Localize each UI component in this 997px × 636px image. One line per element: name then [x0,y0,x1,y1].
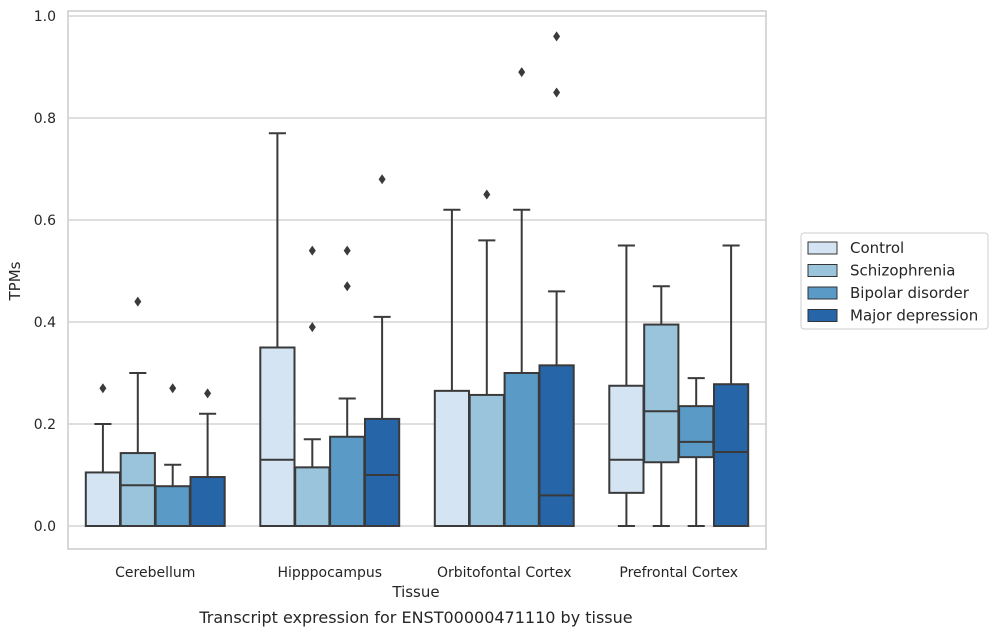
legend-label: Major depression [850,307,978,325]
legend-swatch [807,286,838,300]
box-schizophrenia [468,189,505,527]
box-body [329,435,366,527]
grid-lines [68,15,766,527]
outlier-point [343,245,351,256]
box-bipolar-disorder [329,245,366,527]
box-body [538,364,575,527]
y-tick-label: 0.6 [34,213,56,229]
outlier-point [99,383,107,394]
y-axis-label: TPMs [6,261,24,301]
box-major-depression [712,244,750,527]
y-tick-label: 0.0 [34,519,56,535]
box-body [259,346,296,527]
box-body [503,372,540,527]
y-tick-label: 0.4 [34,315,56,331]
box-body [643,323,680,464]
outlier-point [308,245,316,256]
outlier-point [483,189,491,200]
outlier-point [308,322,316,333]
box-control [259,132,296,527]
outlier-point [169,383,177,394]
x-tick-label: Hipppocampus [277,565,382,581]
box-schizophrenia [643,285,680,527]
box-groups [84,31,750,528]
x-tick-label: Cerebellum [115,565,195,581]
outlier-point [343,281,351,292]
box-body [119,452,156,528]
x-axis-label: Tissue [391,583,439,601]
box-bipolar-disorder [154,383,191,527]
box-schizophrenia [294,245,331,528]
box-body [189,476,226,528]
box-body [433,389,471,527]
y-tick-label: 1.0 [34,9,56,25]
box-body [468,393,505,527]
legend-label: Schizophrenia [850,262,955,280]
box-major-depression [363,174,401,527]
box-body [154,485,191,527]
box-schizophrenia [119,296,156,528]
x-tick-label: Orbitofontal Cortex [437,565,572,581]
plot-frame [67,10,767,550]
box-body [84,471,122,528]
box-control [608,244,645,527]
box-body [608,384,645,494]
legend-swatch [807,241,838,255]
legend-label: Bipolar disorder [850,284,970,302]
box-control [433,208,471,527]
box-bipolar-disorder [503,67,540,527]
chart-caption: Transcript expression for ENST0000047111… [198,608,632,627]
box-control [84,383,122,528]
box-major-depression [189,388,226,528]
outlier-point [204,388,212,399]
y-tick-labels: 0.0 0.2 0.4 0.6 0.8 1.0 [34,9,56,535]
box-bipolar-disorder [678,377,715,527]
outlier-point [378,174,386,185]
box-body [294,466,331,528]
x-tick-label: Prefrontal Cortex [619,565,738,581]
y-tick-label: 0.2 [34,417,56,433]
x-tick-labels: Cerebellum Hipppocampus Orbitofontal Corte… [115,565,738,581]
legend-frame [800,232,989,330]
box-body [712,383,750,527]
outlier-point [553,87,561,98]
legend-label: Control [850,239,904,257]
legend: Control Schizophrenia Bipolar disorder Majo… [800,232,989,330]
box-major-depression [538,31,575,527]
outlier-point [553,31,561,42]
legend-swatch [807,309,838,322]
outlier-point [518,67,526,78]
legend-swatch [807,264,838,277]
box-body [678,405,715,459]
y-tick-label: 0.8 [34,111,56,127]
box-body [363,417,401,527]
outlier-point [134,296,142,307]
